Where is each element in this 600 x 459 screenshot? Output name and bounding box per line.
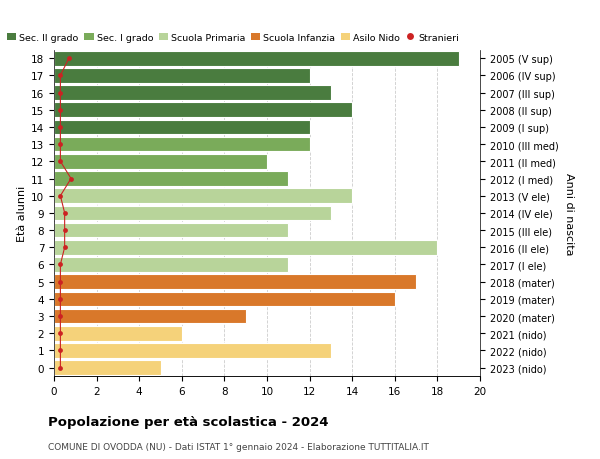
Bar <box>54 223 289 238</box>
Point <box>56 73 65 80</box>
Point <box>66 175 76 183</box>
Y-axis label: Anni di nascita: Anni di nascita <box>564 172 574 255</box>
Bar <box>54 69 310 84</box>
Point <box>60 227 70 234</box>
Legend: Sec. II grado, Sec. I grado, Scuola Primaria, Scuola Infanzia, Asilo Nido, Stran: Sec. II grado, Sec. I grado, Scuola Prim… <box>7 34 459 43</box>
Bar <box>54 343 331 358</box>
Bar <box>54 309 246 324</box>
Point <box>56 330 65 337</box>
Bar <box>54 257 289 272</box>
Bar <box>54 86 331 101</box>
Point <box>64 56 74 63</box>
Point <box>60 210 70 217</box>
Bar <box>54 241 437 255</box>
Bar <box>54 138 310 152</box>
Bar <box>54 292 395 307</box>
Bar <box>54 326 182 341</box>
Bar <box>54 360 161 375</box>
Point <box>60 244 70 252</box>
Point <box>56 278 65 285</box>
Point <box>56 158 65 166</box>
Point <box>56 107 65 114</box>
Point <box>56 124 65 131</box>
Point <box>56 364 65 371</box>
Bar <box>54 206 331 221</box>
Bar <box>54 189 352 204</box>
Bar <box>54 172 289 186</box>
Point <box>56 261 65 269</box>
Point <box>56 193 65 200</box>
Point <box>56 347 65 354</box>
Bar <box>54 120 310 135</box>
Text: Popolazione per età scolastica - 2024: Popolazione per età scolastica - 2024 <box>48 415 329 428</box>
Point <box>56 296 65 303</box>
Point <box>56 90 65 97</box>
Bar <box>54 52 459 67</box>
Bar <box>54 275 416 289</box>
Y-axis label: Età alunni: Età alunni <box>17 185 27 241</box>
Point <box>56 313 65 320</box>
Text: COMUNE DI OVODDA (NU) - Dati ISTAT 1° gennaio 2024 - Elaborazione TUTTITALIA.IT: COMUNE DI OVODDA (NU) - Dati ISTAT 1° ge… <box>48 442 429 451</box>
Point <box>56 141 65 149</box>
Bar <box>54 155 267 169</box>
Bar <box>54 103 352 118</box>
